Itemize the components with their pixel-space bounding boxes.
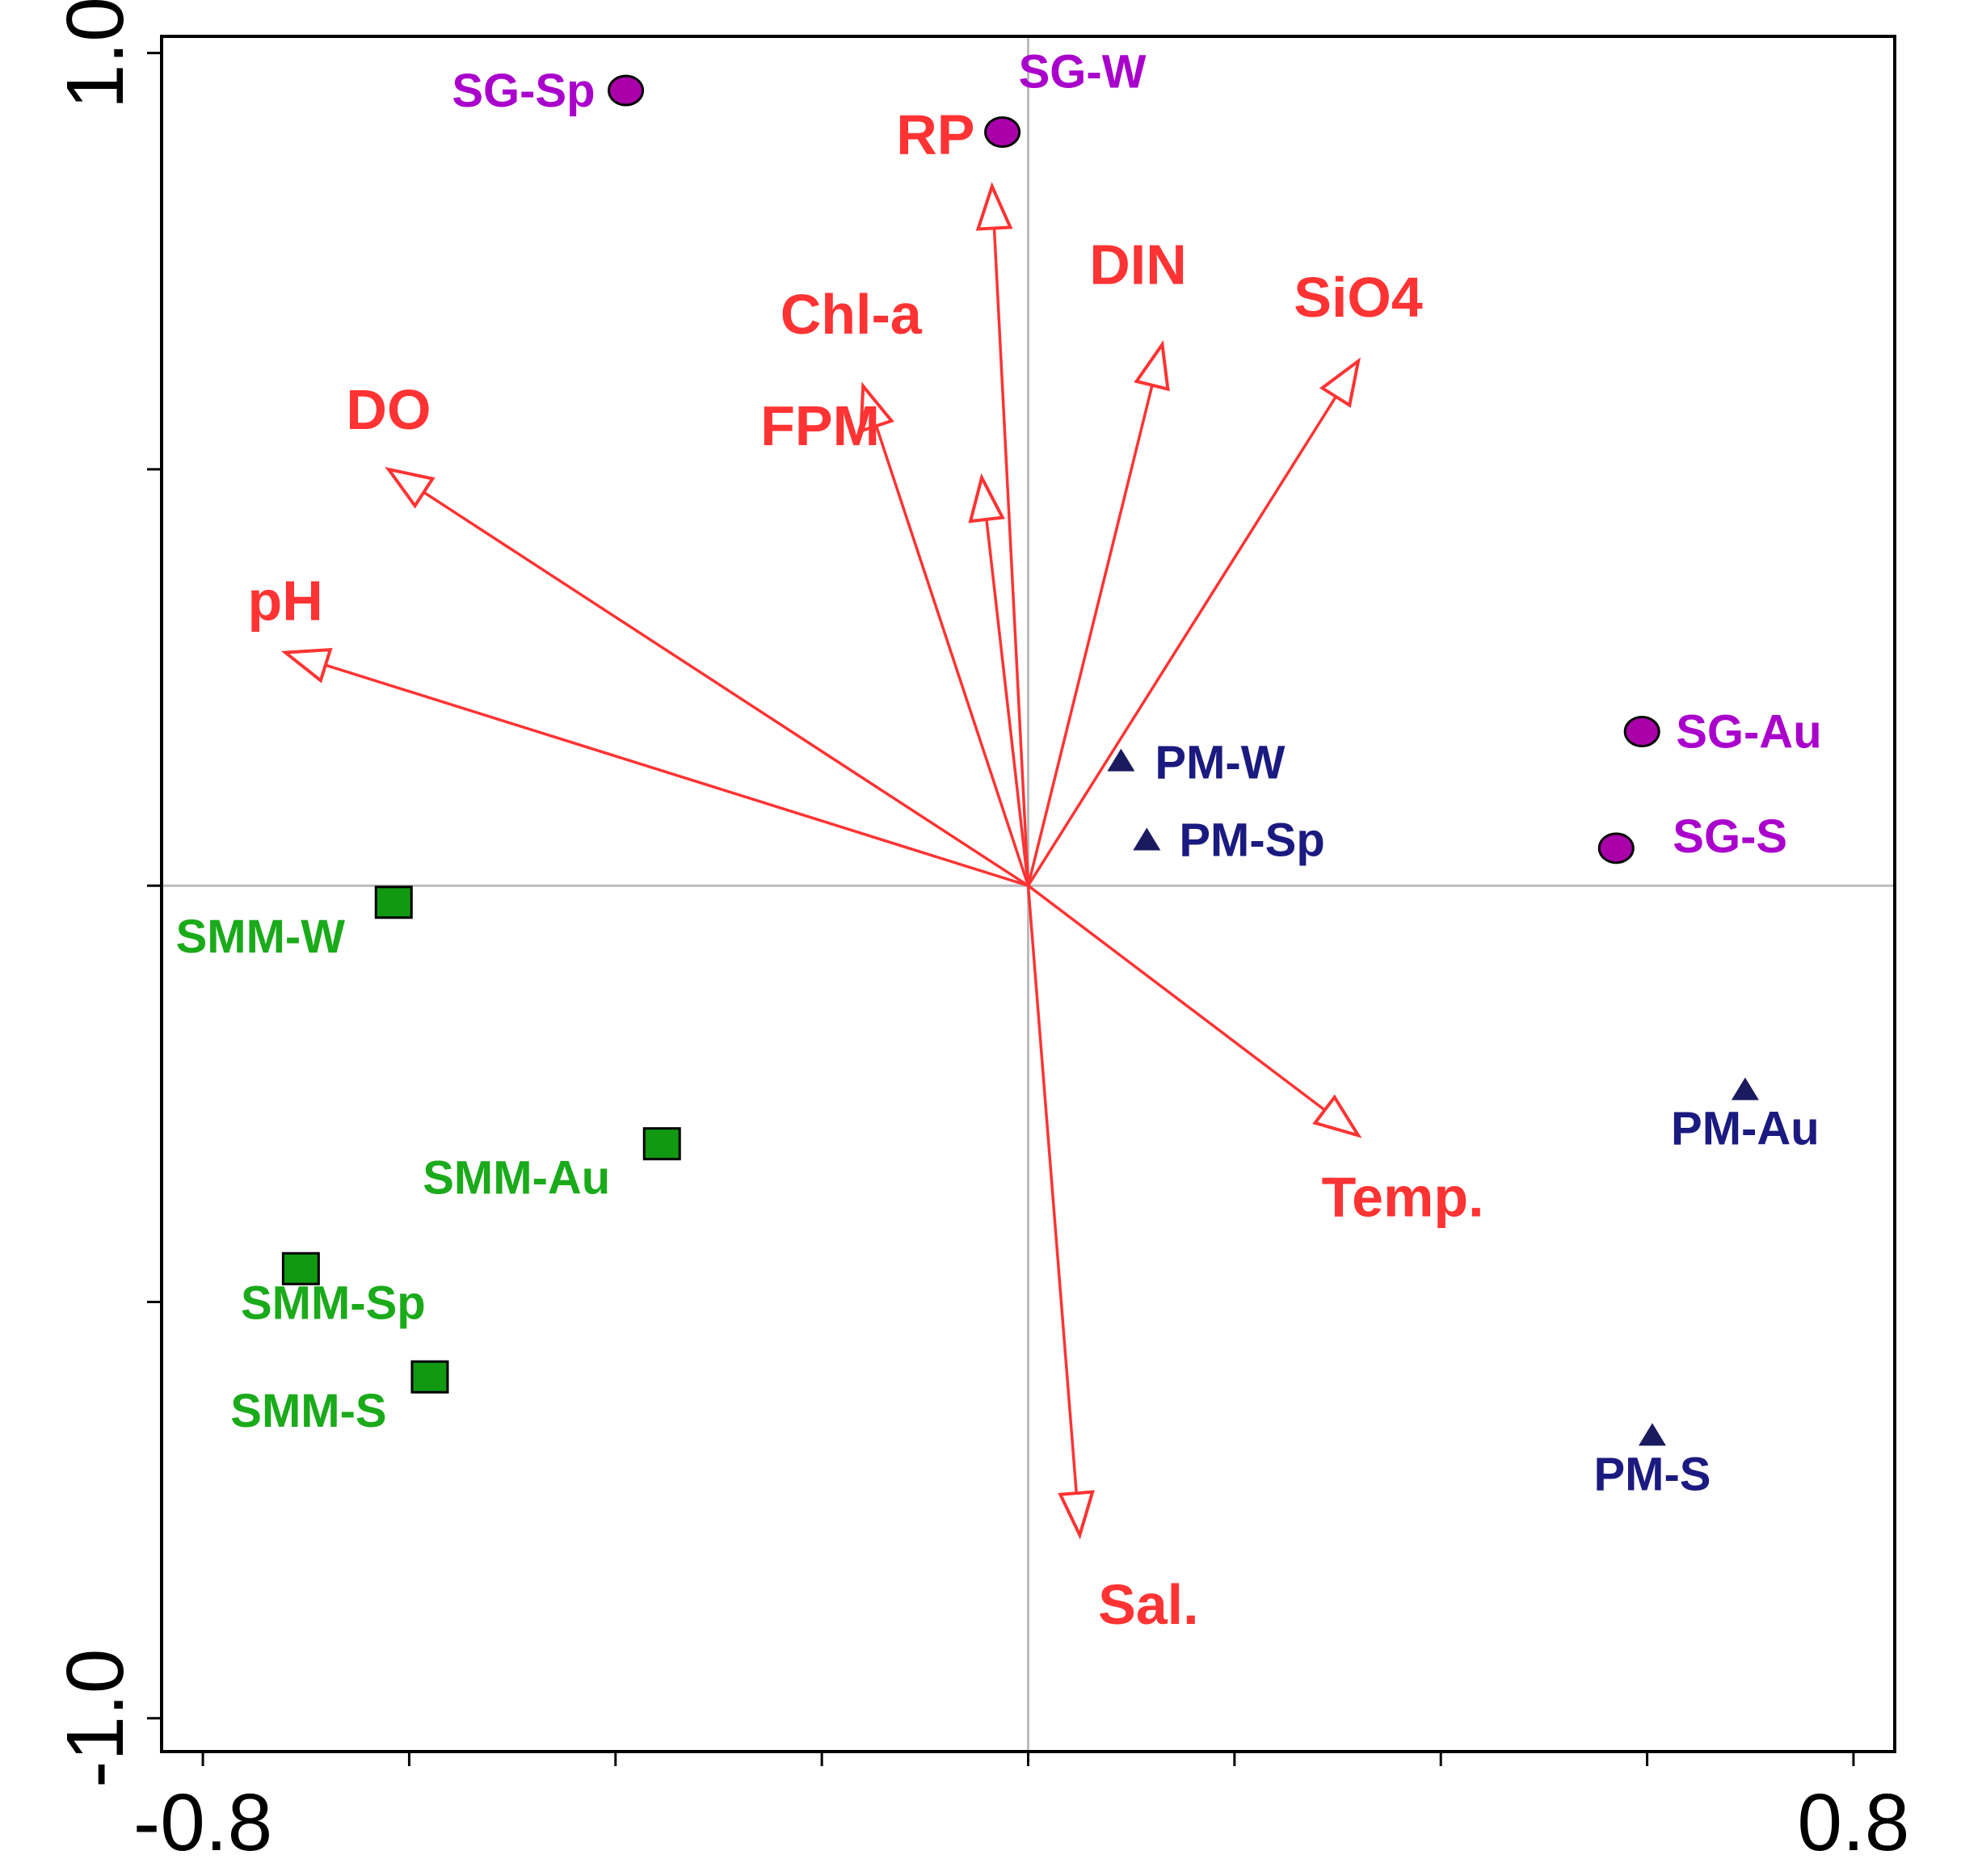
y-tick-label: 1.0 — [50, 0, 141, 109]
circle-marker — [608, 74, 645, 107]
site-smm-s: SMM-S — [230, 1360, 449, 1437]
site-label: SG-Au — [1676, 706, 1821, 759]
triangle-marker — [1107, 748, 1135, 772]
vector-ph: pH — [248, 570, 1029, 887]
vector-line — [874, 425, 1030, 886]
vector-arrowhead — [385, 466, 436, 509]
triangle-marker — [1638, 1423, 1666, 1446]
site-label: SG-Sp — [452, 65, 595, 117]
site-sg-sp: SG-Sp — [452, 65, 645, 117]
site-pm-s: PM-S — [1593, 1423, 1711, 1500]
site-smm-sp: SMM-Sp — [241, 1251, 426, 1329]
circle-marker — [1597, 832, 1635, 864]
vector-line — [985, 519, 1030, 886]
vector-arrowhead — [1319, 357, 1361, 408]
square-marker — [642, 1127, 681, 1161]
site-points: SG-Sp SG-W SG-Au SG-S PM-W PM-Sp PM-Au PM-S SMM-… — [176, 46, 1822, 1501]
vector-line — [992, 228, 1030, 886]
site-label: SG-S — [1673, 810, 1787, 863]
vector-arrowhead — [968, 473, 1005, 524]
vector-label: Sal. — [1098, 1573, 1199, 1636]
vector-sal: Sal. — [1026, 885, 1199, 1636]
environment-vectors: RP DIN SiO4 Chl-a FPM DO pH Temp. Sal. — [248, 103, 1484, 1637]
site-pm-sp: PM-Sp — [1133, 814, 1325, 867]
vector-chla: Chl-a — [781, 283, 1030, 886]
site-label: PM-Au — [1671, 1103, 1820, 1155]
vector-label: SiO4 — [1294, 266, 1423, 329]
vector-line — [1027, 884, 1326, 1112]
vector-line — [1026, 385, 1154, 886]
site-label: SMM-Au — [423, 1152, 610, 1205]
site-sg-s: SG-S — [1597, 810, 1787, 864]
vector-label: pH — [248, 570, 323, 633]
vector-label: Chl-a — [781, 283, 923, 346]
site-label: PM-W — [1155, 737, 1285, 789]
site-pm-w: PM-W — [1107, 737, 1286, 789]
vector-sio4: SiO4 — [1027, 266, 1423, 887]
site-label: PM-Sp — [1179, 814, 1324, 867]
triangle-marker — [1133, 827, 1161, 851]
vector-arrowhead — [1312, 1094, 1362, 1138]
vector-label: FPM — [760, 394, 880, 457]
site-sg-au: SG-Au — [1623, 706, 1822, 759]
site-label: SMM-W — [176, 911, 346, 963]
triangle-marker — [1731, 1077, 1759, 1100]
x-tick-label: 0.8 — [1797, 1777, 1909, 1868]
vector-label: DO — [346, 378, 431, 441]
site-sg-w: SG-W — [984, 46, 1147, 149]
vector-line — [325, 663, 1029, 887]
site-label: SMM-S — [230, 1385, 386, 1437]
y-tick-label: -1.0 — [50, 1649, 141, 1788]
vector-do: DO — [346, 378, 1029, 887]
vector-rp: RP — [896, 103, 1030, 886]
square-marker — [374, 885, 413, 919]
axis-tick-labels: -0.8 0.8 1.0 -1.0 — [50, 0, 1909, 1868]
circle-marker — [984, 116, 1021, 149]
vector-temp: Temp. — [1027, 884, 1484, 1228]
site-pm-au: PM-Au — [1671, 1077, 1820, 1155]
circle-marker — [1623, 716, 1660, 748]
vector-din: DIN — [1026, 233, 1187, 886]
vector-arrowhead — [975, 181, 1013, 231]
vector-line — [1027, 396, 1337, 887]
vector-label: Temp. — [1322, 1165, 1484, 1228]
site-smm-au: SMM-Au — [423, 1127, 681, 1205]
vector-arrowhead — [1134, 339, 1170, 392]
site-label: PM-S — [1593, 1448, 1711, 1500]
vector-line — [423, 490, 1029, 887]
x-tick-label: -0.8 — [133, 1777, 272, 1868]
vector-line — [1026, 885, 1078, 1494]
vector-label: DIN — [1089, 233, 1187, 296]
site-label: SG-W — [1019, 46, 1147, 99]
vector-arrowhead — [280, 647, 333, 684]
site-label: SMM-Sp — [241, 1277, 426, 1329]
vector-arrowhead — [859, 381, 894, 434]
square-marker — [410, 1360, 449, 1394]
axis-ticks — [147, 52, 1855, 1766]
vector-fpm: FPM — [760, 394, 1030, 886]
site-smm-w: SMM-W — [176, 885, 413, 963]
square-marker — [281, 1251, 320, 1285]
vector-label: RP — [896, 103, 974, 166]
vector-arrowhead — [1058, 1490, 1095, 1540]
